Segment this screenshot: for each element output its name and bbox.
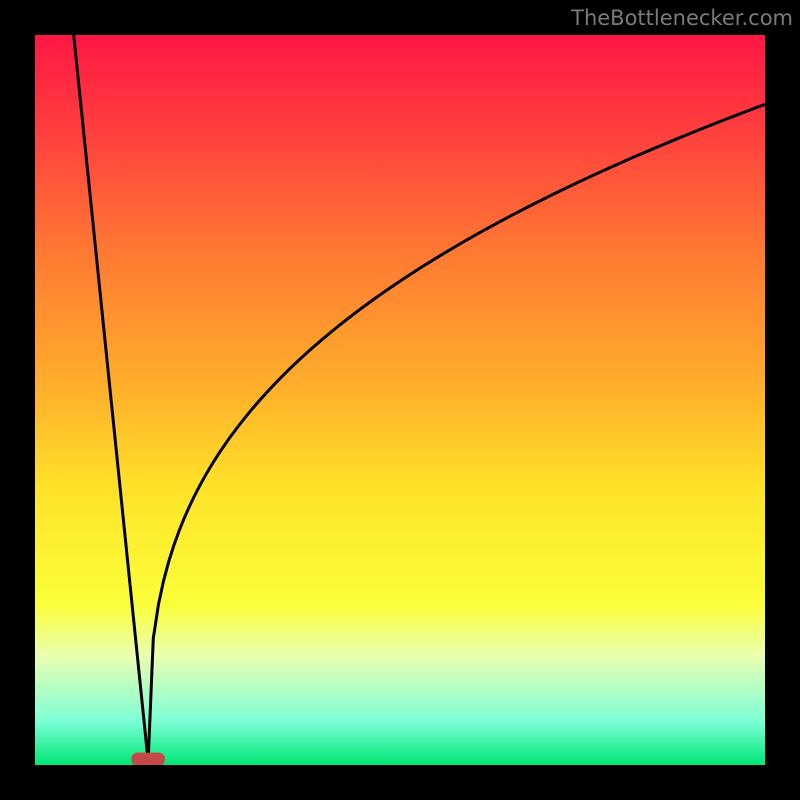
watermark-text: TheBottlenecker.com [570, 6, 793, 30]
bottleneck-chart: TheBottlenecker.com [0, 0, 800, 800]
valley-marker [131, 753, 165, 766]
plot-background [35, 35, 765, 765]
